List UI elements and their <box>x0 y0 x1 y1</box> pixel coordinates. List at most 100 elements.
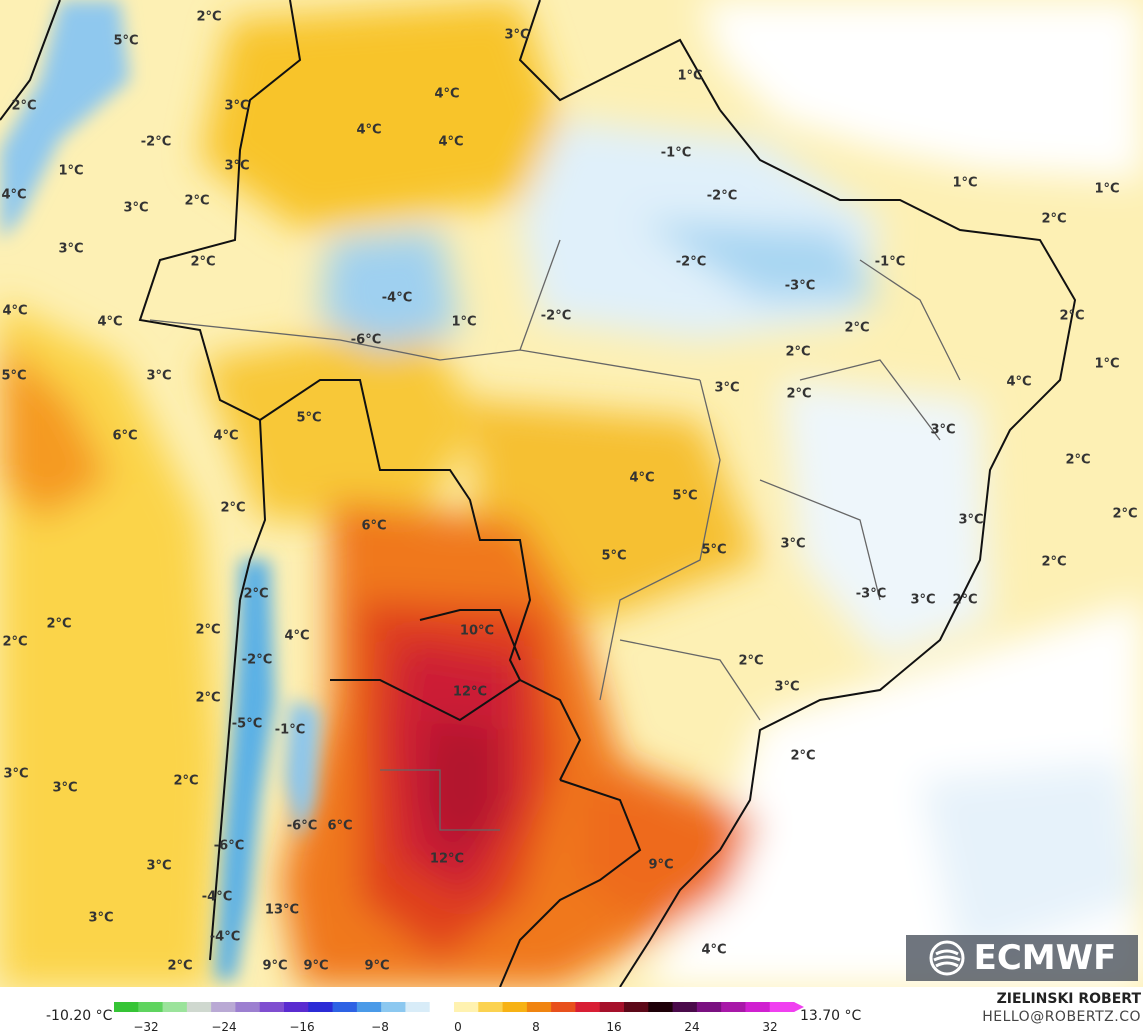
anomaly-label: 3°C <box>930 423 955 438</box>
colorbar-swatch <box>429 1002 455 1012</box>
colorbar-swatch <box>259 1002 285 1012</box>
anomaly-label: 3°C <box>714 381 739 396</box>
anomaly-label: 3°C <box>504 28 529 43</box>
colorbar-tick: 24 <box>684 1020 700 1034</box>
anomaly-label: 5°C <box>672 489 697 504</box>
colorbar-swatch <box>478 1002 504 1012</box>
anomaly-label: -1°C <box>875 255 905 270</box>
anomaly-label: 2°C <box>1059 309 1084 324</box>
anomaly-label: 9°C <box>303 959 328 974</box>
anomaly-label: 3°C <box>58 242 83 257</box>
anomaly-label: -2°C <box>141 135 171 150</box>
anomaly-label: -2°C <box>676 255 706 270</box>
state-borders <box>149 239 961 831</box>
anomaly-label: 2°C <box>184 194 209 209</box>
logo-text: ECMWF <box>973 938 1117 978</box>
anomaly-label: 1°C <box>58 164 83 179</box>
colorbar-swatch <box>769 1002 795 1012</box>
anomaly-label: 2°C <box>46 617 71 632</box>
colorbar-tick: 32 <box>762 1020 778 1034</box>
anomaly-label: 3°C <box>958 513 983 528</box>
anomaly-label: 4°C <box>701 943 726 958</box>
anomaly-label: 2°C <box>196 10 221 25</box>
anomaly-label: -3°C <box>785 279 815 294</box>
anomaly-label: 3°C <box>52 781 77 796</box>
anomaly-label: 5°C <box>1 369 26 384</box>
anomaly-label: -2°C <box>242 653 272 668</box>
anomaly-label: 2°C <box>167 959 192 974</box>
anomaly-label: 4°C <box>2 304 27 319</box>
colorbar-swatch <box>332 1002 358 1012</box>
anomaly-label: 6°C <box>112 429 137 444</box>
anomaly-label: -4°C <box>382 291 412 306</box>
anomaly-label: -4°C <box>210 930 240 945</box>
anomaly-label: 4°C <box>1 188 26 203</box>
anomaly-label: 1°C <box>451 315 476 330</box>
anomaly-label: 2°C <box>952 593 977 608</box>
colorbar-max-arrow <box>794 1002 804 1012</box>
anomaly-label: -6°C <box>351 333 381 348</box>
colorbar-tick: −16 <box>289 1020 315 1034</box>
anomaly-label: 9°C <box>262 959 287 974</box>
colorbar <box>114 1002 804 1012</box>
colorbar-swatch <box>356 1002 382 1012</box>
author-credit: ZIELINSKI ROBERT <box>996 991 1141 1007</box>
colorbar-min-label: -10.20 °C <box>46 1008 113 1024</box>
anomaly-label: 3°C <box>224 99 249 114</box>
anomaly-label: 2°C <box>243 587 268 602</box>
ecmwf-swirl-icon <box>929 940 965 976</box>
anomaly-label: 5°C <box>113 34 138 49</box>
anomaly-label: -6°C <box>287 819 317 834</box>
colorbar-swatch <box>235 1002 261 1012</box>
colorbar-swatch <box>575 1002 601 1012</box>
anomaly-label: 6°C <box>361 519 386 534</box>
anomaly-label: 5°C <box>701 543 726 558</box>
anomaly-label: 2°C <box>220 501 245 516</box>
colorbar-swatch <box>696 1002 722 1012</box>
anomaly-label: -4°C <box>202 890 232 905</box>
anomaly-label: 3°C <box>224 159 249 174</box>
colorbar-swatch <box>551 1002 576 1012</box>
colorbar-swatch <box>599 1002 625 1012</box>
anomaly-label: 3°C <box>123 201 148 216</box>
anomaly-label: 1°C <box>677 69 702 84</box>
anomaly-label: 1°C <box>1094 182 1119 197</box>
colorbar-swatch <box>211 1002 236 1012</box>
anomaly-label: 4°C <box>1006 375 1031 390</box>
colorbar-tick: 0 <box>454 1020 462 1034</box>
anomaly-label: 2°C <box>1041 555 1066 570</box>
colorbar-swatch <box>138 1002 164 1012</box>
anomaly-label: 2°C <box>738 654 763 669</box>
anomaly-label: 4°C <box>356 123 381 138</box>
anomaly-label: 4°C <box>434 87 459 102</box>
colorbar-swatch <box>405 1002 431 1012</box>
anomaly-label: 10°C <box>460 624 494 639</box>
anomaly-label: 2°C <box>844 321 869 336</box>
anomaly-label: 2°C <box>195 691 220 706</box>
colorbar-swatch <box>308 1002 334 1012</box>
anomaly-label: 5°C <box>601 549 626 564</box>
colorbar-swatch <box>721 1002 746 1012</box>
anomaly-label: 6°C <box>327 819 352 834</box>
anomaly-label: -2°C <box>707 189 737 204</box>
anomaly-label: -2°C <box>541 309 571 324</box>
colorbar-swatch <box>284 1002 309 1012</box>
anomaly-label: 1°C <box>952 176 977 191</box>
anomaly-label: 3°C <box>146 859 171 874</box>
anomaly-label: 3°C <box>3 767 28 782</box>
colorbar-tick: −8 <box>371 1020 389 1034</box>
colorbar-tick: −32 <box>133 1020 159 1034</box>
anomaly-label: 9°C <box>364 959 389 974</box>
temperature-anomaly-map: 2°C 5°C 3°C 2°C 3°C 4°C 4°C 1°C -2°C 4°C 3°C 1°C -1°… <box>0 0 1143 987</box>
anomaly-label: 4°C <box>629 471 654 486</box>
anomaly-label: -3°C <box>856 587 886 602</box>
anomaly-label: 3°C <box>774 680 799 695</box>
colorbar-swatch <box>624 1002 649 1012</box>
colorbar-swatch <box>745 1002 771 1012</box>
anomaly-label: -1°C <box>275 723 305 738</box>
anomaly-label: 2°C <box>11 99 36 114</box>
anomaly-label: 1°C <box>1094 357 1119 372</box>
anomaly-label: 4°C <box>284 629 309 644</box>
anomaly-label: -6°C <box>214 839 244 854</box>
anomaly-label: 5°C <box>296 411 321 426</box>
